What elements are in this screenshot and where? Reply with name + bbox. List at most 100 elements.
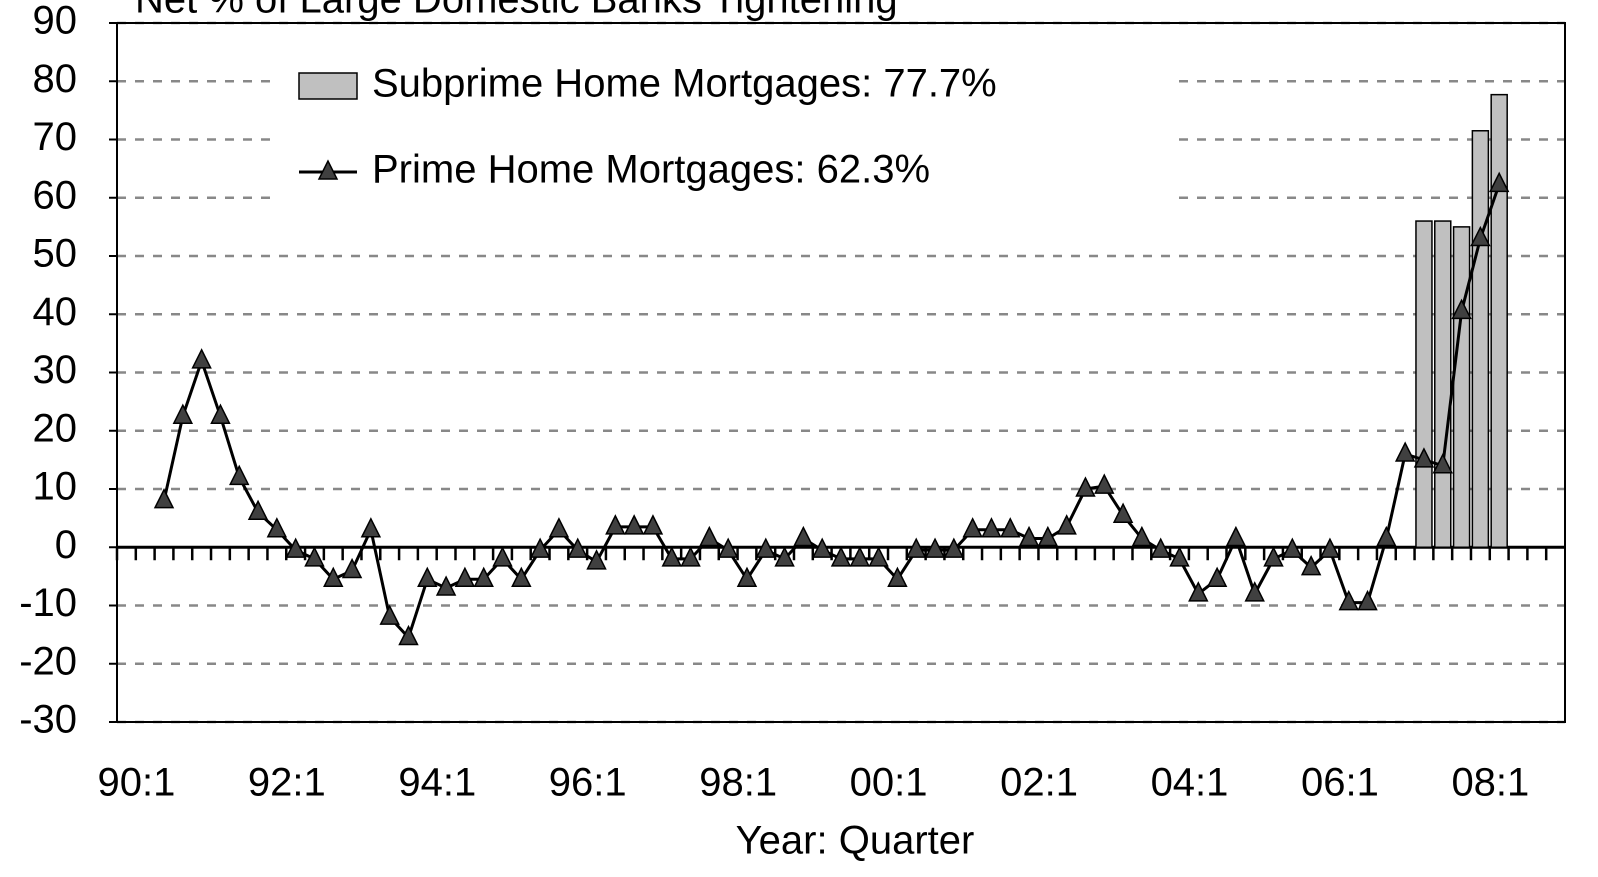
marker	[736, 566, 758, 588]
marker	[1094, 473, 1115, 494]
y-tick-label: 70	[33, 115, 78, 159]
marker	[529, 537, 551, 558]
marker	[511, 566, 532, 588]
marker	[1112, 502, 1134, 523]
marker	[661, 546, 682, 567]
marker	[680, 546, 701, 567]
bar	[1471, 130, 1490, 548]
bar	[1452, 226, 1471, 548]
marker	[605, 514, 626, 535]
marker	[398, 624, 419, 646]
marker	[548, 517, 570, 538]
marker	[1319, 537, 1341, 558]
plot-frame	[116, 22, 1566, 723]
marker	[323, 566, 344, 588]
marker	[717, 537, 739, 558]
chart-title: Net % of Large Domestic Banks Tightening	[135, 0, 898, 22]
x-tick-label: 06:1	[1301, 761, 1379, 805]
x-tick-label: 96:1	[549, 761, 627, 805]
x-tick-label: 00:1	[850, 761, 928, 805]
legend-label: Subprime Home Mortgages: 77.7%	[372, 62, 997, 106]
y-tick-label: -10	[19, 581, 77, 625]
y-tick-label: 40	[33, 290, 78, 334]
marker	[454, 566, 476, 588]
marker	[868, 546, 889, 567]
marker	[1282, 537, 1303, 558]
marker	[360, 517, 382, 538]
marker	[699, 525, 720, 547]
marker	[1300, 554, 1322, 576]
marker	[567, 537, 588, 558]
y-tick-label: 30	[33, 348, 78, 392]
x-tick-label: 94:1	[398, 761, 476, 805]
marker	[1451, 298, 1472, 320]
marker	[1188, 581, 1209, 602]
y-tick-label: 10	[33, 465, 78, 509]
marker	[153, 487, 175, 509]
marker	[1056, 514, 1077, 535]
marker	[811, 537, 833, 558]
marker	[1206, 566, 1228, 588]
x-tick-label: 08:1	[1451, 761, 1529, 805]
marker	[774, 546, 795, 567]
bar	[1434, 220, 1452, 549]
y-tick-label: 50	[33, 232, 78, 276]
marker	[1244, 581, 1265, 602]
marker	[849, 546, 871, 567]
marker	[210, 403, 231, 424]
marker	[1018, 525, 1040, 547]
marker	[1470, 225, 1491, 247]
bar	[1415, 220, 1433, 549]
x-tick-label: 92:1	[248, 761, 326, 805]
marker	[379, 604, 400, 625]
y-tick-label: 0	[55, 523, 77, 567]
marker	[1376, 525, 1397, 547]
y-tick-label: -30	[19, 698, 77, 742]
marker	[943, 537, 965, 558]
y-tick-label: 20	[33, 406, 78, 450]
marker	[962, 517, 983, 538]
marker	[623, 514, 645, 535]
y-tick-label: 80	[33, 57, 78, 101]
marker	[1263, 546, 1284, 567]
y-tick-label: 60	[33, 173, 78, 217]
marker	[473, 566, 494, 588]
x-tick-label: 04:1	[1151, 761, 1229, 805]
marker	[1037, 525, 1059, 547]
marker	[341, 557, 363, 579]
marker	[981, 517, 1002, 538]
marker	[266, 517, 288, 538]
marker	[887, 566, 908, 588]
marker	[1413, 447, 1435, 468]
marker	[1488, 171, 1510, 193]
marker	[1169, 546, 1190, 567]
marker	[285, 537, 306, 558]
marker	[172, 403, 194, 424]
line	[162, 183, 1501, 641]
legend-swatch	[298, 72, 358, 100]
x-tick-label: 98:1	[699, 761, 777, 805]
marker	[924, 537, 946, 558]
legend-marker	[317, 159, 339, 180]
x-axis-label: Year: Quarter	[736, 819, 975, 863]
marker	[1432, 453, 1453, 474]
marker	[304, 546, 325, 567]
marker	[191, 348, 212, 369]
y-tick-label: -20	[19, 639, 77, 683]
bar	[1490, 93, 1508, 549]
legend-label: Prime Home Mortgages: 62.3%	[372, 148, 930, 192]
marker	[1225, 525, 1247, 547]
marker	[755, 537, 776, 558]
marker	[830, 546, 852, 567]
x-tick-label: 02:1	[1000, 761, 1078, 805]
marker	[247, 499, 269, 521]
x-tick-label: 90:1	[97, 761, 175, 805]
marker	[1000, 517, 1021, 538]
marker	[492, 546, 513, 567]
marker	[229, 464, 250, 486]
marker	[793, 525, 814, 547]
y-tick-label: 90	[33, 0, 78, 43]
marker	[1075, 476, 1096, 497]
marker	[417, 566, 438, 588]
